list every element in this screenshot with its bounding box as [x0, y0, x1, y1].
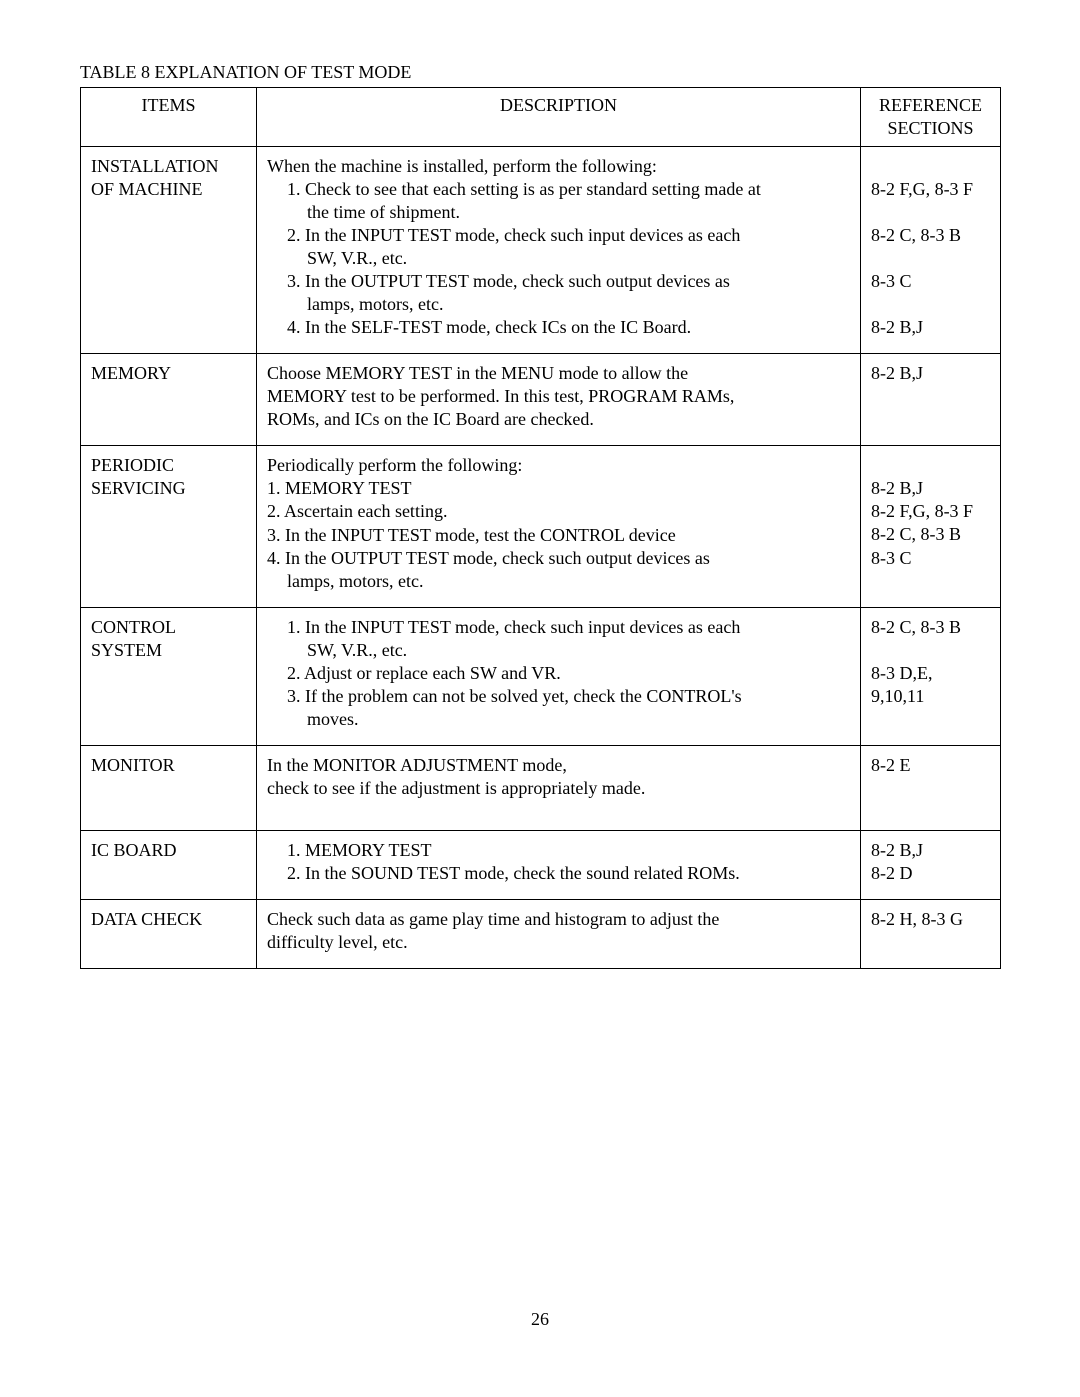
ref-text: 8-2 B,J — [871, 316, 990, 339]
items-text: OF MACHINE — [91, 179, 203, 199]
items-cell: CONTROL SYSTEM — [81, 607, 257, 745]
reference-cell: 8-2 E — [861, 745, 1001, 830]
ref-text: 8-2 D — [871, 862, 990, 885]
reference-cell: 8-2 B,J — [861, 354, 1001, 446]
table-row: CONTROL SYSTEM 1. In the INPUT TEST mode… — [81, 607, 1001, 745]
page-number: 26 — [80, 1309, 1000, 1330]
desc-text: When the machine is installed, perform t… — [267, 155, 850, 178]
table-title: TABLE 8 EXPLANATION OF TEST MODE — [80, 62, 1000, 83]
desc-text: In the MONITOR ADJUSTMENT mode, — [267, 754, 850, 777]
ref-text: 8-2 B,J — [871, 362, 990, 385]
reference-cell: 8-2 F,G, 8-3 F 8-2 C, 8-3 B 8-3 C 8-2 B,… — [861, 147, 1001, 354]
items-cell: MONITOR — [81, 745, 257, 830]
desc-text: the time of shipment. — [267, 201, 850, 224]
items-text: IC BOARD — [91, 840, 177, 860]
items-text: INSTALLATION — [91, 156, 219, 176]
items-text: SYSTEM — [91, 640, 162, 660]
header-reference: REFERENCE SECTIONS — [861, 88, 1001, 147]
table-header-row: ITEMS DESCRIPTION REFERENCE SECTIONS — [81, 88, 1001, 147]
ref-text: 8-2 F,G, 8-3 F — [871, 178, 990, 201]
desc-text: 4. In the OUTPUT TEST mode, check such o… — [267, 547, 850, 570]
description-cell: 1. In the INPUT TEST mode, check such in… — [257, 607, 861, 745]
ref-text: 8-2 C, 8-3 B — [871, 523, 990, 546]
desc-text: 3. If the problem can not be solved yet,… — [267, 685, 850, 708]
desc-text: 2. In the SOUND TEST mode, check the sou… — [267, 862, 850, 885]
description-cell: In the MONITOR ADJUSTMENT mode, check to… — [257, 745, 861, 830]
header-reference-l2: SECTIONS — [887, 118, 973, 138]
items-text: MEMORY — [91, 363, 171, 383]
desc-text: ROMs, and ICs on the IC Board are checke… — [267, 408, 850, 431]
items-cell: PERIODIC SERVICING — [81, 446, 257, 607]
desc-text: Periodically perform the following: — [267, 454, 850, 477]
ref-text: 8-2 C, 8-3 B — [871, 224, 990, 247]
desc-text: 1. Check to see that each setting is as … — [267, 178, 850, 201]
description-cell: Check such data as game play time and hi… — [257, 899, 861, 968]
header-reference-l1: REFERENCE — [879, 95, 982, 115]
page-container: TABLE 8 EXPLANATION OF TEST MODE ITEMS D… — [0, 0, 1080, 1330]
table-row: MEMORY Choose MEMORY TEST in the MENU mo… — [81, 354, 1001, 446]
desc-text: moves. — [267, 708, 850, 731]
desc-text: 4. In the SELF-TEST mode, check ICs on t… — [267, 316, 850, 339]
items-text: CONTROL — [91, 617, 176, 637]
header-items: ITEMS — [81, 88, 257, 147]
description-cell: When the machine is installed, perform t… — [257, 147, 861, 354]
ref-text: 9,10,11 — [871, 685, 990, 708]
desc-text: difficulty level, etc. — [267, 931, 850, 954]
ref-text: 8-2 C, 8-3 B — [871, 616, 990, 639]
table-row: MONITOR In the MONITOR ADJUSTMENT mode, … — [81, 745, 1001, 830]
test-mode-table: ITEMS DESCRIPTION REFERENCE SECTIONS INS… — [80, 87, 1001, 969]
ref-text: 8-2 B,J — [871, 477, 990, 500]
description-cell: Choose MEMORY TEST in the MENU mode to a… — [257, 354, 861, 446]
description-cell: 1. MEMORY TEST 2. In the SOUND TEST mode… — [257, 830, 861, 899]
desc-text: lamps, motors, etc. — [267, 293, 850, 316]
ref-text: 8-3 D,E, — [871, 662, 990, 685]
desc-text: SW, V.R., etc. — [267, 247, 850, 270]
ref-text: 8-2 E — [871, 754, 990, 777]
desc-text: 3. In the OUTPUT TEST mode, check such o… — [267, 270, 850, 293]
items-cell: MEMORY — [81, 354, 257, 446]
desc-text: MEMORY test to be performed. In this tes… — [267, 385, 850, 408]
reference-cell: 8-2 B,J 8-2 F,G, 8-3 F 8-2 C, 8-3 B 8-3 … — [861, 446, 1001, 607]
ref-text: 8-3 C — [871, 547, 990, 570]
desc-text: Choose MEMORY TEST in the MENU mode to a… — [267, 362, 850, 385]
items-cell: DATA CHECK — [81, 899, 257, 968]
desc-text: 2. Ascertain each setting. — [267, 500, 850, 523]
desc-text: Check such data as game play time and hi… — [267, 908, 850, 931]
items-cell: IC BOARD — [81, 830, 257, 899]
desc-text: 3. In the INPUT TEST mode, test the CONT… — [267, 524, 850, 547]
items-text: MONITOR — [91, 755, 175, 775]
ref-text: 8-2 B,J — [871, 839, 990, 862]
table-row: PERIODIC SERVICING Periodically perform … — [81, 446, 1001, 607]
table-row: DATA CHECK Check such data as game play … — [81, 899, 1001, 968]
items-text: SERVICING — [91, 478, 186, 498]
desc-text: 1. In the INPUT TEST mode, check such in… — [267, 616, 850, 639]
desc-text: 1. MEMORY TEST — [267, 839, 850, 862]
table-row: IC BOARD 1. MEMORY TEST 2. In the SOUND … — [81, 830, 1001, 899]
ref-text: 8-3 C — [871, 270, 990, 293]
description-cell: Periodically perform the following: 1. M… — [257, 446, 861, 607]
items-text: DATA CHECK — [91, 909, 202, 929]
reference-cell: 8-2 C, 8-3 B 8-3 D,E, 9,10,11 — [861, 607, 1001, 745]
reference-cell: 8-2 B,J 8-2 D — [861, 830, 1001, 899]
desc-text: 2. In the INPUT TEST mode, check such in… — [267, 224, 850, 247]
items-cell: INSTALLATION OF MACHINE — [81, 147, 257, 354]
ref-text: 8-2 F,G, 8-3 F — [871, 500, 990, 523]
desc-text: lamps, motors, etc. — [267, 570, 850, 593]
desc-text: check to see if the adjustment is approp… — [267, 777, 850, 800]
header-description: DESCRIPTION — [257, 88, 861, 147]
desc-text: 2. Adjust or replace each SW and VR. — [267, 662, 850, 685]
desc-text: SW, V.R., etc. — [267, 639, 850, 662]
table-row: INSTALLATION OF MACHINE When the machine… — [81, 147, 1001, 354]
desc-text: 1. MEMORY TEST — [267, 477, 850, 500]
ref-text: 8-2 H, 8-3 G — [871, 908, 990, 931]
items-text: PERIODIC — [91, 455, 174, 475]
reference-cell: 8-2 H, 8-3 G — [861, 899, 1001, 968]
